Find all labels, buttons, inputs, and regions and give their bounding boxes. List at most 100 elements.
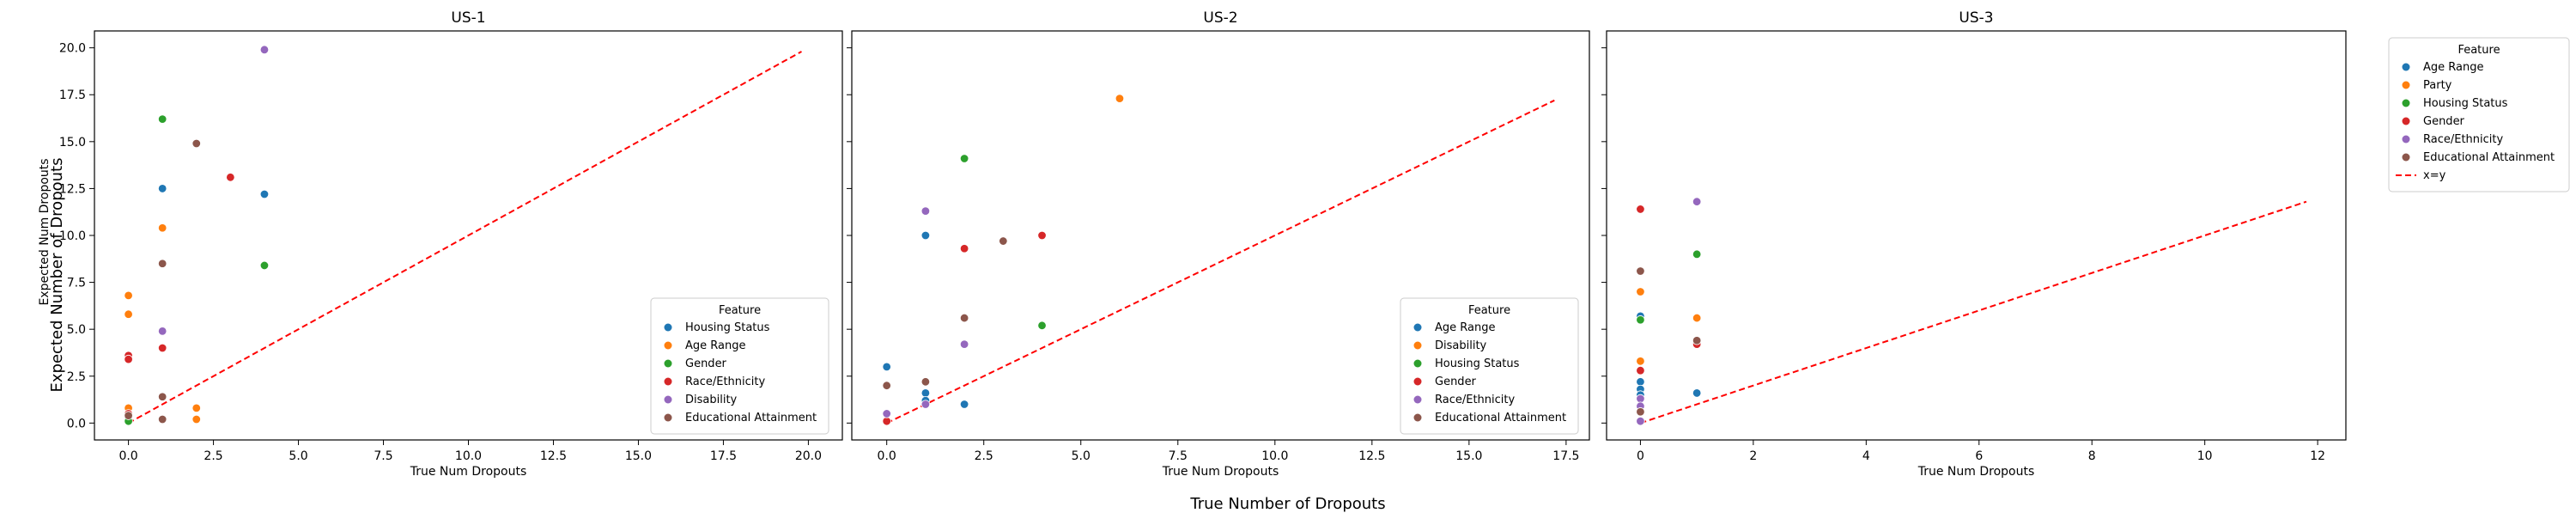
- legend-marker: [1413, 359, 1422, 368]
- legend-label: Race/Ethnicity: [685, 376, 765, 388]
- data-point-age-range: [959, 400, 969, 409]
- panel-2: 0.0 2.5 5.0 7.5 10.0 12.5 15.0 17.5 US-2 True Num…: [847, 9, 1590, 479]
- legend-marker: [1413, 413, 1422, 422]
- data-point-educational-attainment: [1636, 266, 1645, 276]
- legend-marker: [664, 341, 672, 350]
- legend-marker: [1413, 323, 1422, 332]
- data-point-race-ethnicity: [226, 173, 235, 182]
- outer-legend-label: Housing Status: [2423, 97, 2508, 110]
- data-point-housing-status: [1692, 249, 1702, 260]
- panel-legend: Feature Age Range Disability Housing Status…: [1400, 297, 1579, 435]
- legend-label: Race/Ethnicity: [1435, 394, 1515, 406]
- figure-xlabel: True Number of Dropouts: [1189, 495, 1385, 513]
- data-point-race-ethnicity: [124, 354, 133, 364]
- outer-legend-label: Educational Attainment: [2423, 151, 2555, 164]
- data-point-age-range: [1692, 388, 1702, 398]
- outer-legend-label: x=y: [2423, 169, 2446, 182]
- outer-legend-label: Race/Ethnicity: [2423, 133, 2503, 146]
- data-point-educational-attainment: [1636, 407, 1645, 417]
- x-tick-label: 7.5: [1169, 449, 1188, 463]
- x-tick-label: 2.5: [975, 449, 993, 463]
- y-axis-label: Expected Num Dropouts: [38, 158, 52, 305]
- legend-box: [1400, 297, 1579, 435]
- data-point-educational-attainment: [157, 259, 167, 268]
- outer-legend-box: [2388, 37, 2570, 192]
- legend-marker: [1413, 377, 1422, 386]
- identity-line: [886, 99, 1555, 424]
- data-point-age-range: [191, 403, 201, 413]
- data-point-race-ethnicity: [882, 409, 891, 418]
- data-point-age-range: [157, 223, 167, 233]
- data-point-gender: [1636, 205, 1645, 214]
- data-point-gender: [259, 260, 270, 271]
- data-point-race-ethnicity: [1636, 416, 1645, 426]
- legend-marker: [664, 395, 672, 404]
- data-point-age-range: [124, 290, 133, 301]
- legend-label: Age Range: [1435, 321, 1495, 334]
- data-point-gender: [1037, 230, 1047, 241]
- x-tick-label: 4: [1862, 449, 1870, 463]
- x-axis-label: True Num Dropouts: [1162, 465, 1279, 479]
- axes-frame: [851, 30, 1590, 441]
- panel-title: US-3: [1959, 9, 1993, 27]
- x-tick-label: 2: [1749, 449, 1757, 463]
- data-point-educational-attainment: [157, 414, 167, 424]
- legend-marker: [1413, 395, 1422, 404]
- legend-title: Feature: [719, 304, 761, 317]
- data-point-educational-attainment: [999, 236, 1008, 246]
- legend-marker: [2402, 153, 2410, 162]
- legend-label: Age Range: [685, 339, 745, 352]
- data-point-educational-attainment: [157, 392, 167, 401]
- x-axis-label: True Num Dropouts: [1917, 465, 2035, 479]
- outer-legend-label: Age Range: [2423, 61, 2483, 74]
- data-point-gender: [157, 114, 167, 124]
- legend-marker: [2402, 81, 2410, 89]
- legend-box: [650, 297, 829, 435]
- data-point-gender: [882, 416, 891, 426]
- legend-marker: [664, 323, 672, 332]
- data-point-housing-status: [959, 154, 969, 163]
- identity-line: [128, 51, 802, 424]
- legend-label: Gender: [1435, 376, 1477, 388]
- x-tick-label: 15.0: [1455, 449, 1482, 463]
- legend-label: Disability: [685, 394, 738, 406]
- axes-frame: [94, 30, 843, 441]
- legend-marker: [2402, 117, 2410, 125]
- data-point-educational-attainment: [124, 411, 133, 420]
- data-point-age-range: [1636, 377, 1645, 387]
- data-point-age-range: [124, 309, 133, 319]
- data-point-educational-attainment: [920, 377, 931, 387]
- data-point-race-ethnicity: [1692, 197, 1702, 206]
- legend-marker: [664, 413, 672, 422]
- panel-legend: Feature Housing Status Age Range Gender Race…: [650, 297, 829, 435]
- data-point-educational-attainment: [959, 313, 969, 323]
- x-axis-label: True Num Dropouts: [410, 465, 527, 479]
- y-tick-label: 15.0: [59, 136, 86, 150]
- data-point-race-ethnicity: [157, 343, 167, 353]
- data-point-disability: [157, 327, 167, 336]
- data-point-housing-status: [259, 189, 270, 199]
- x-tick-label: 7.5: [374, 449, 392, 463]
- x-tick-label: 17.5: [710, 449, 737, 463]
- x-tick-label: 0: [1637, 449, 1644, 463]
- data-point-housing-status: [1037, 321, 1047, 331]
- x-tick-label: 5.0: [1072, 449, 1091, 463]
- data-point-disability: [259, 45, 270, 55]
- x-tick-label: 15.0: [625, 449, 652, 463]
- x-tick-label: 12: [2310, 449, 2325, 463]
- legend-marker: [1413, 341, 1422, 350]
- panel-3: 0 2 4 6 8 10 12 US-3 True Num Dropouts: [1601, 9, 2347, 479]
- data-point-educational-attainment: [191, 138, 201, 149]
- identity-line: [1640, 200, 2307, 424]
- y-tick-label: 0.0: [67, 417, 86, 430]
- x-tick-label: 0.0: [878, 449, 896, 463]
- legend-marker: [664, 359, 672, 368]
- x-tick-label: 10.0: [455, 449, 482, 463]
- legend-title: Feature: [1468, 304, 1510, 317]
- y-tick-label: 2.5: [67, 370, 86, 384]
- legend-label: Disability: [1435, 339, 1487, 352]
- legend-label: Educational Attainment: [1435, 412, 1566, 424]
- data-point-race-ethnicity: [1636, 394, 1645, 404]
